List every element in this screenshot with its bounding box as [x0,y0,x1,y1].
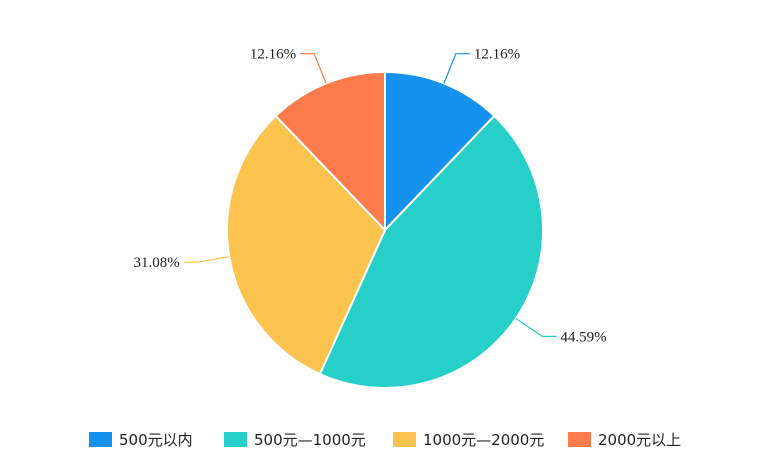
leader-line [515,317,557,337]
slice-percent-label: 12.16% [474,47,520,63]
pie-svg: 12.16% 44.59% 31.08% 12.16% [133,47,607,389]
legend-label: 2000元以上 [598,430,682,449]
leader-line [183,256,230,263]
leader-line [300,53,327,84]
legend-swatch [393,431,416,447]
slice-500-1000 [318,114,544,389]
legend-item-1000-2000: 1000元—2000元 [393,427,544,451]
legend-item-under-500: 500元以内 [89,427,193,451]
leader-line [443,53,470,84]
legend-swatch [224,431,247,447]
legend-label: 500元—1000元 [254,430,366,449]
legend-label: 500元以内 [119,430,193,449]
legend-item-500-1000: 500元—1000元 [224,427,366,451]
legend: 500元以内 500元—1000元 1000元—2000元 2000元以上 [0,427,760,451]
legend-swatch [568,431,591,447]
slice-percent-label: 12.16% [250,47,296,63]
slice-percent-label: 31.08% [133,255,179,271]
legend-swatch [89,431,112,447]
slice-percent-label: 44.59% [560,329,606,345]
legend-item-over-2000: 2000元以上 [568,427,681,451]
legend-label: 1000元—2000元 [423,430,545,449]
